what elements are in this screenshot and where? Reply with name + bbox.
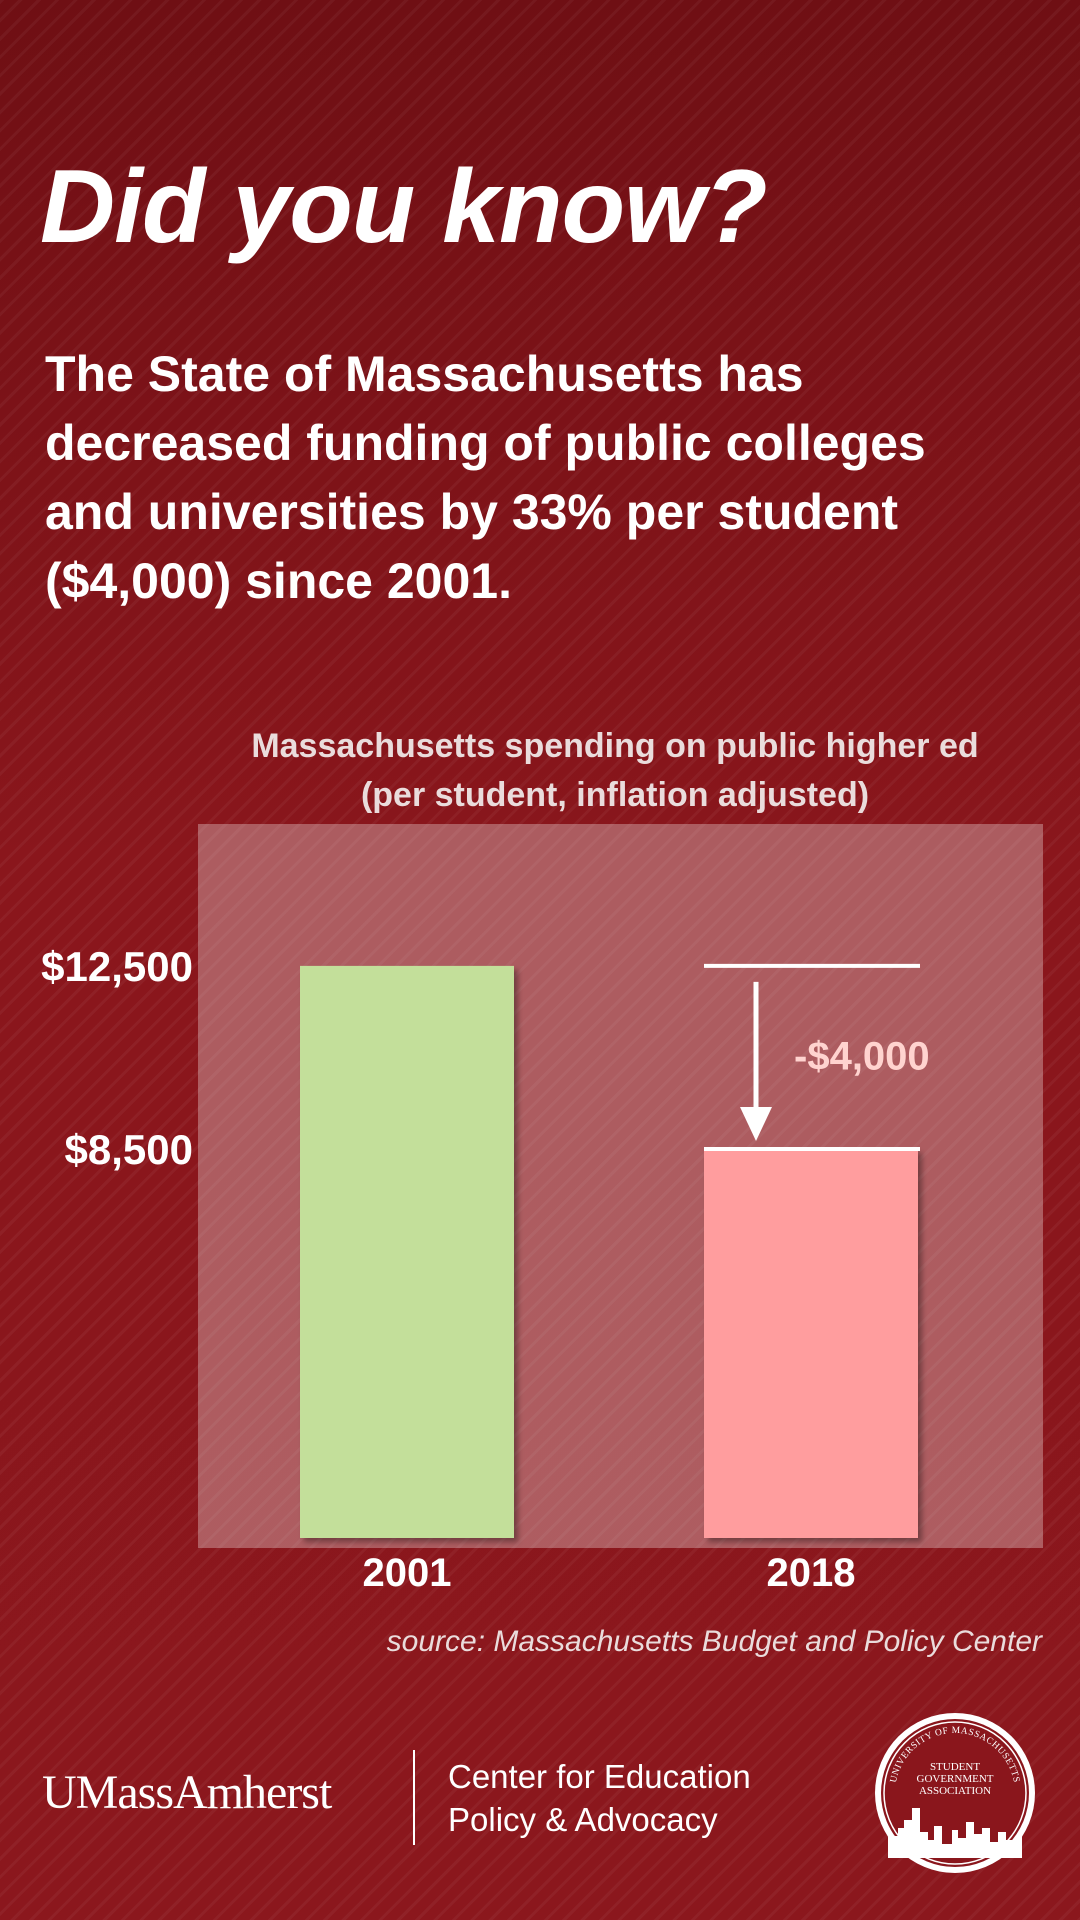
- source-note: source: Massachusetts Budget and Policy …: [386, 1625, 1042, 1658]
- chart-title: Massachusetts spending on public higher …: [251, 727, 979, 765]
- bar-2018: [704, 1148, 918, 1538]
- intro-paragraph: The State of Massachusetts has decreased…: [45, 346, 926, 609]
- chart-title-block: Massachusetts spending on public higher …: [200, 722, 1030, 820]
- seal-line1: STUDENT: [930, 1761, 980, 1773]
- decrease-arrow-icon: [740, 1106, 772, 1141]
- sga-seal-logo: UNIVERSITY OF MASSACHUSETTS STUDENT GOVE…: [875, 1713, 1035, 1873]
- umass-amherst-logo: UMassAmherst: [42, 1766, 332, 1819]
- headline: Did you know?: [40, 149, 768, 265]
- center-name: Center for Education Policy & Advocacy: [448, 1755, 751, 1841]
- bar-2001: [300, 965, 514, 1538]
- bar-chart: $12,500 $8,500 2001 2018 -$4,000: [41, 824, 1043, 1595]
- center-name-line2: Policy & Advocacy: [448, 1801, 718, 1838]
- chart-subtitle: (per student, inflation adjusted): [360, 776, 870, 814]
- seal-line3: ASSOCIATION: [919, 1785, 991, 1797]
- y-tick-label: $12,500: [41, 943, 193, 990]
- category-label-2001: 2001: [363, 1551, 452, 1595]
- skyline-icon: [888, 1808, 1022, 1858]
- decrease-label: -$4,000: [794, 1034, 930, 1078]
- seal-line2: GOVERNMENT: [917, 1773, 994, 1785]
- footer-divider: [413, 1750, 415, 1845]
- y-tick-label: $8,500: [65, 1126, 193, 1173]
- category-label-2018: 2018: [767, 1551, 856, 1595]
- center-name-line1: Center for Education: [448, 1758, 751, 1795]
